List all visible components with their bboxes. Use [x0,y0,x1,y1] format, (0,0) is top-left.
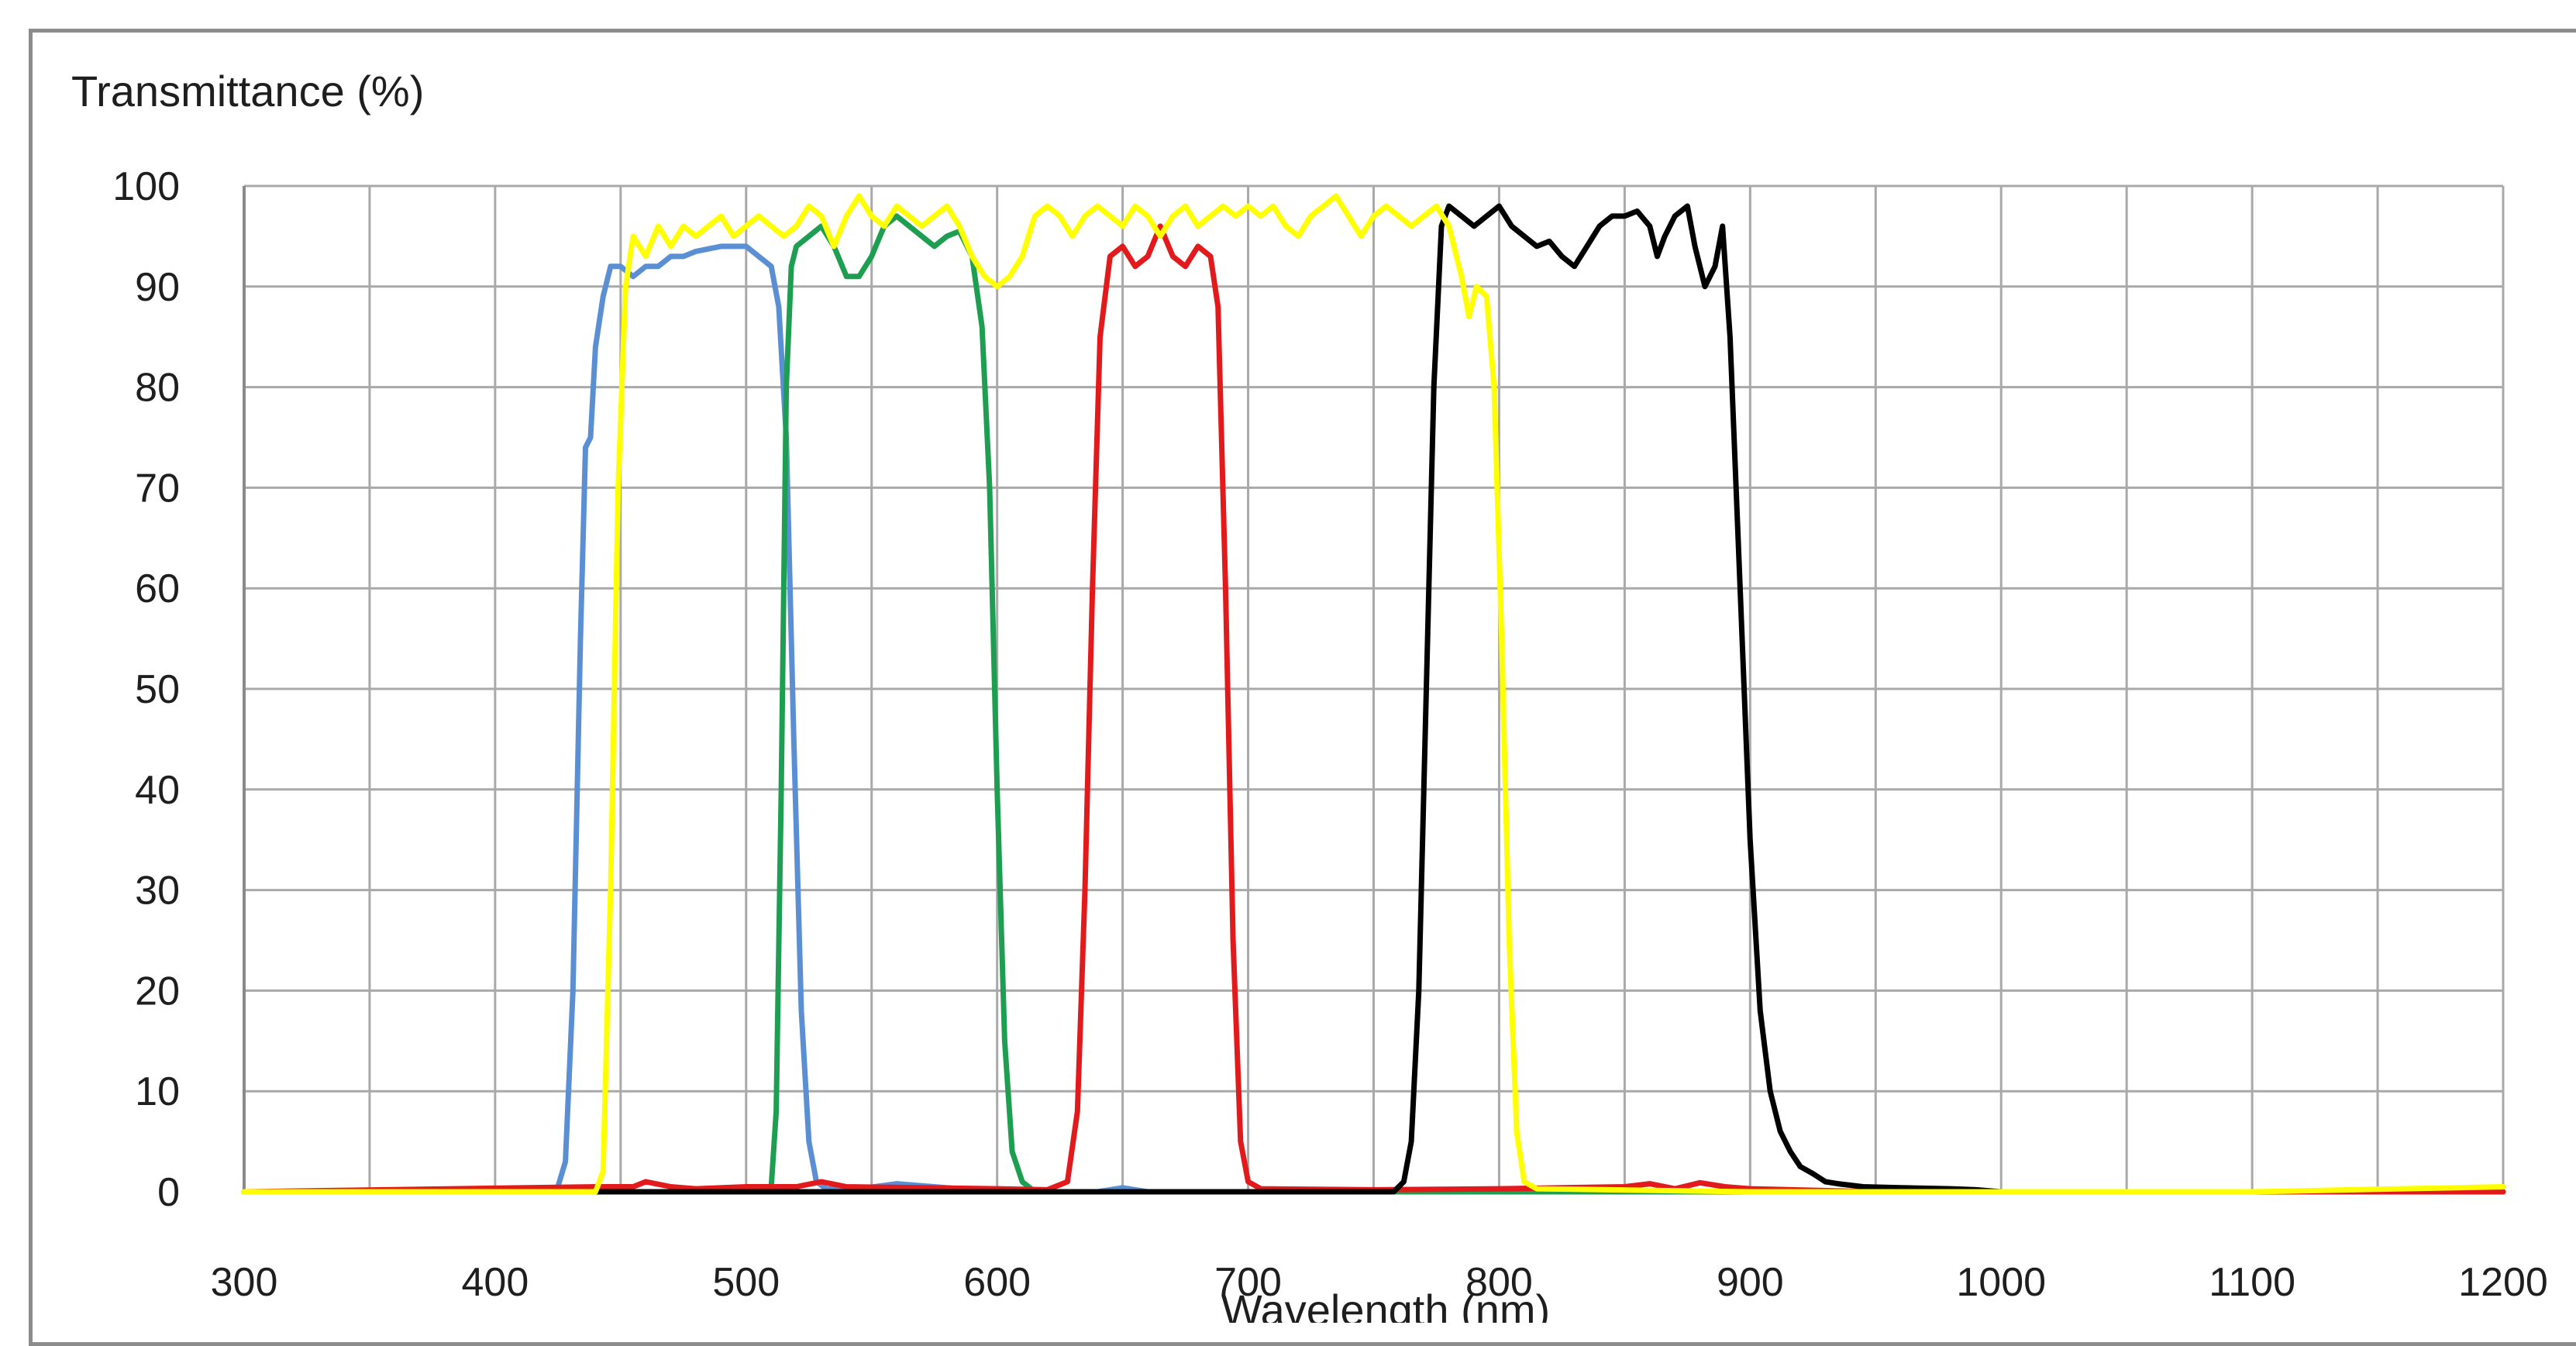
y-tick-label: 90 [135,265,180,310]
x-tick-label: 1000 [1956,1260,2046,1305]
chart-frame [29,29,2576,1346]
x-tick-label: 300 [211,1260,278,1305]
series-line-3 [241,223,2506,1195]
y-tick-label: 0 [157,1170,180,1215]
x-tick-label: 500 [712,1260,780,1305]
tick-labels: 0 10 20 30 40 50 60 70 80 90 100 300 400 500 600 700 800… [112,164,2548,1305]
y-tick-label: 40 [135,768,180,813]
series-group [241,193,2506,1195]
y-tick-label: 70 [135,466,180,511]
x-axis-title: Wavelength (nm) [1221,1286,1550,1323]
y-tick-label: 60 [135,566,180,611]
x-tick-label: 700 [1214,1260,1282,1305]
x-tick-label: 400 [462,1260,529,1305]
x-tick-label: 900 [1717,1260,1784,1305]
y-tick-label: 10 [135,1069,180,1114]
x-tick-label: 600 [963,1260,1031,1305]
grid [244,184,2505,1192]
y-tick-label: 80 [135,366,180,411]
y-tick-label: 100 [112,164,180,209]
x-tick-label: 1200 [2458,1260,2548,1305]
x-tick-label: 1100 [2209,1260,2295,1305]
y-tick-label: 30 [135,869,180,914]
series-line-4 [567,203,2004,1195]
y-tick-label: 20 [135,969,180,1014]
series-line-5 [241,193,2506,1195]
y-axis-title: Transmittance (%) [71,67,424,115]
x-tick-label: 800 [1465,1260,1533,1305]
y-tick-label: 50 [135,667,180,712]
